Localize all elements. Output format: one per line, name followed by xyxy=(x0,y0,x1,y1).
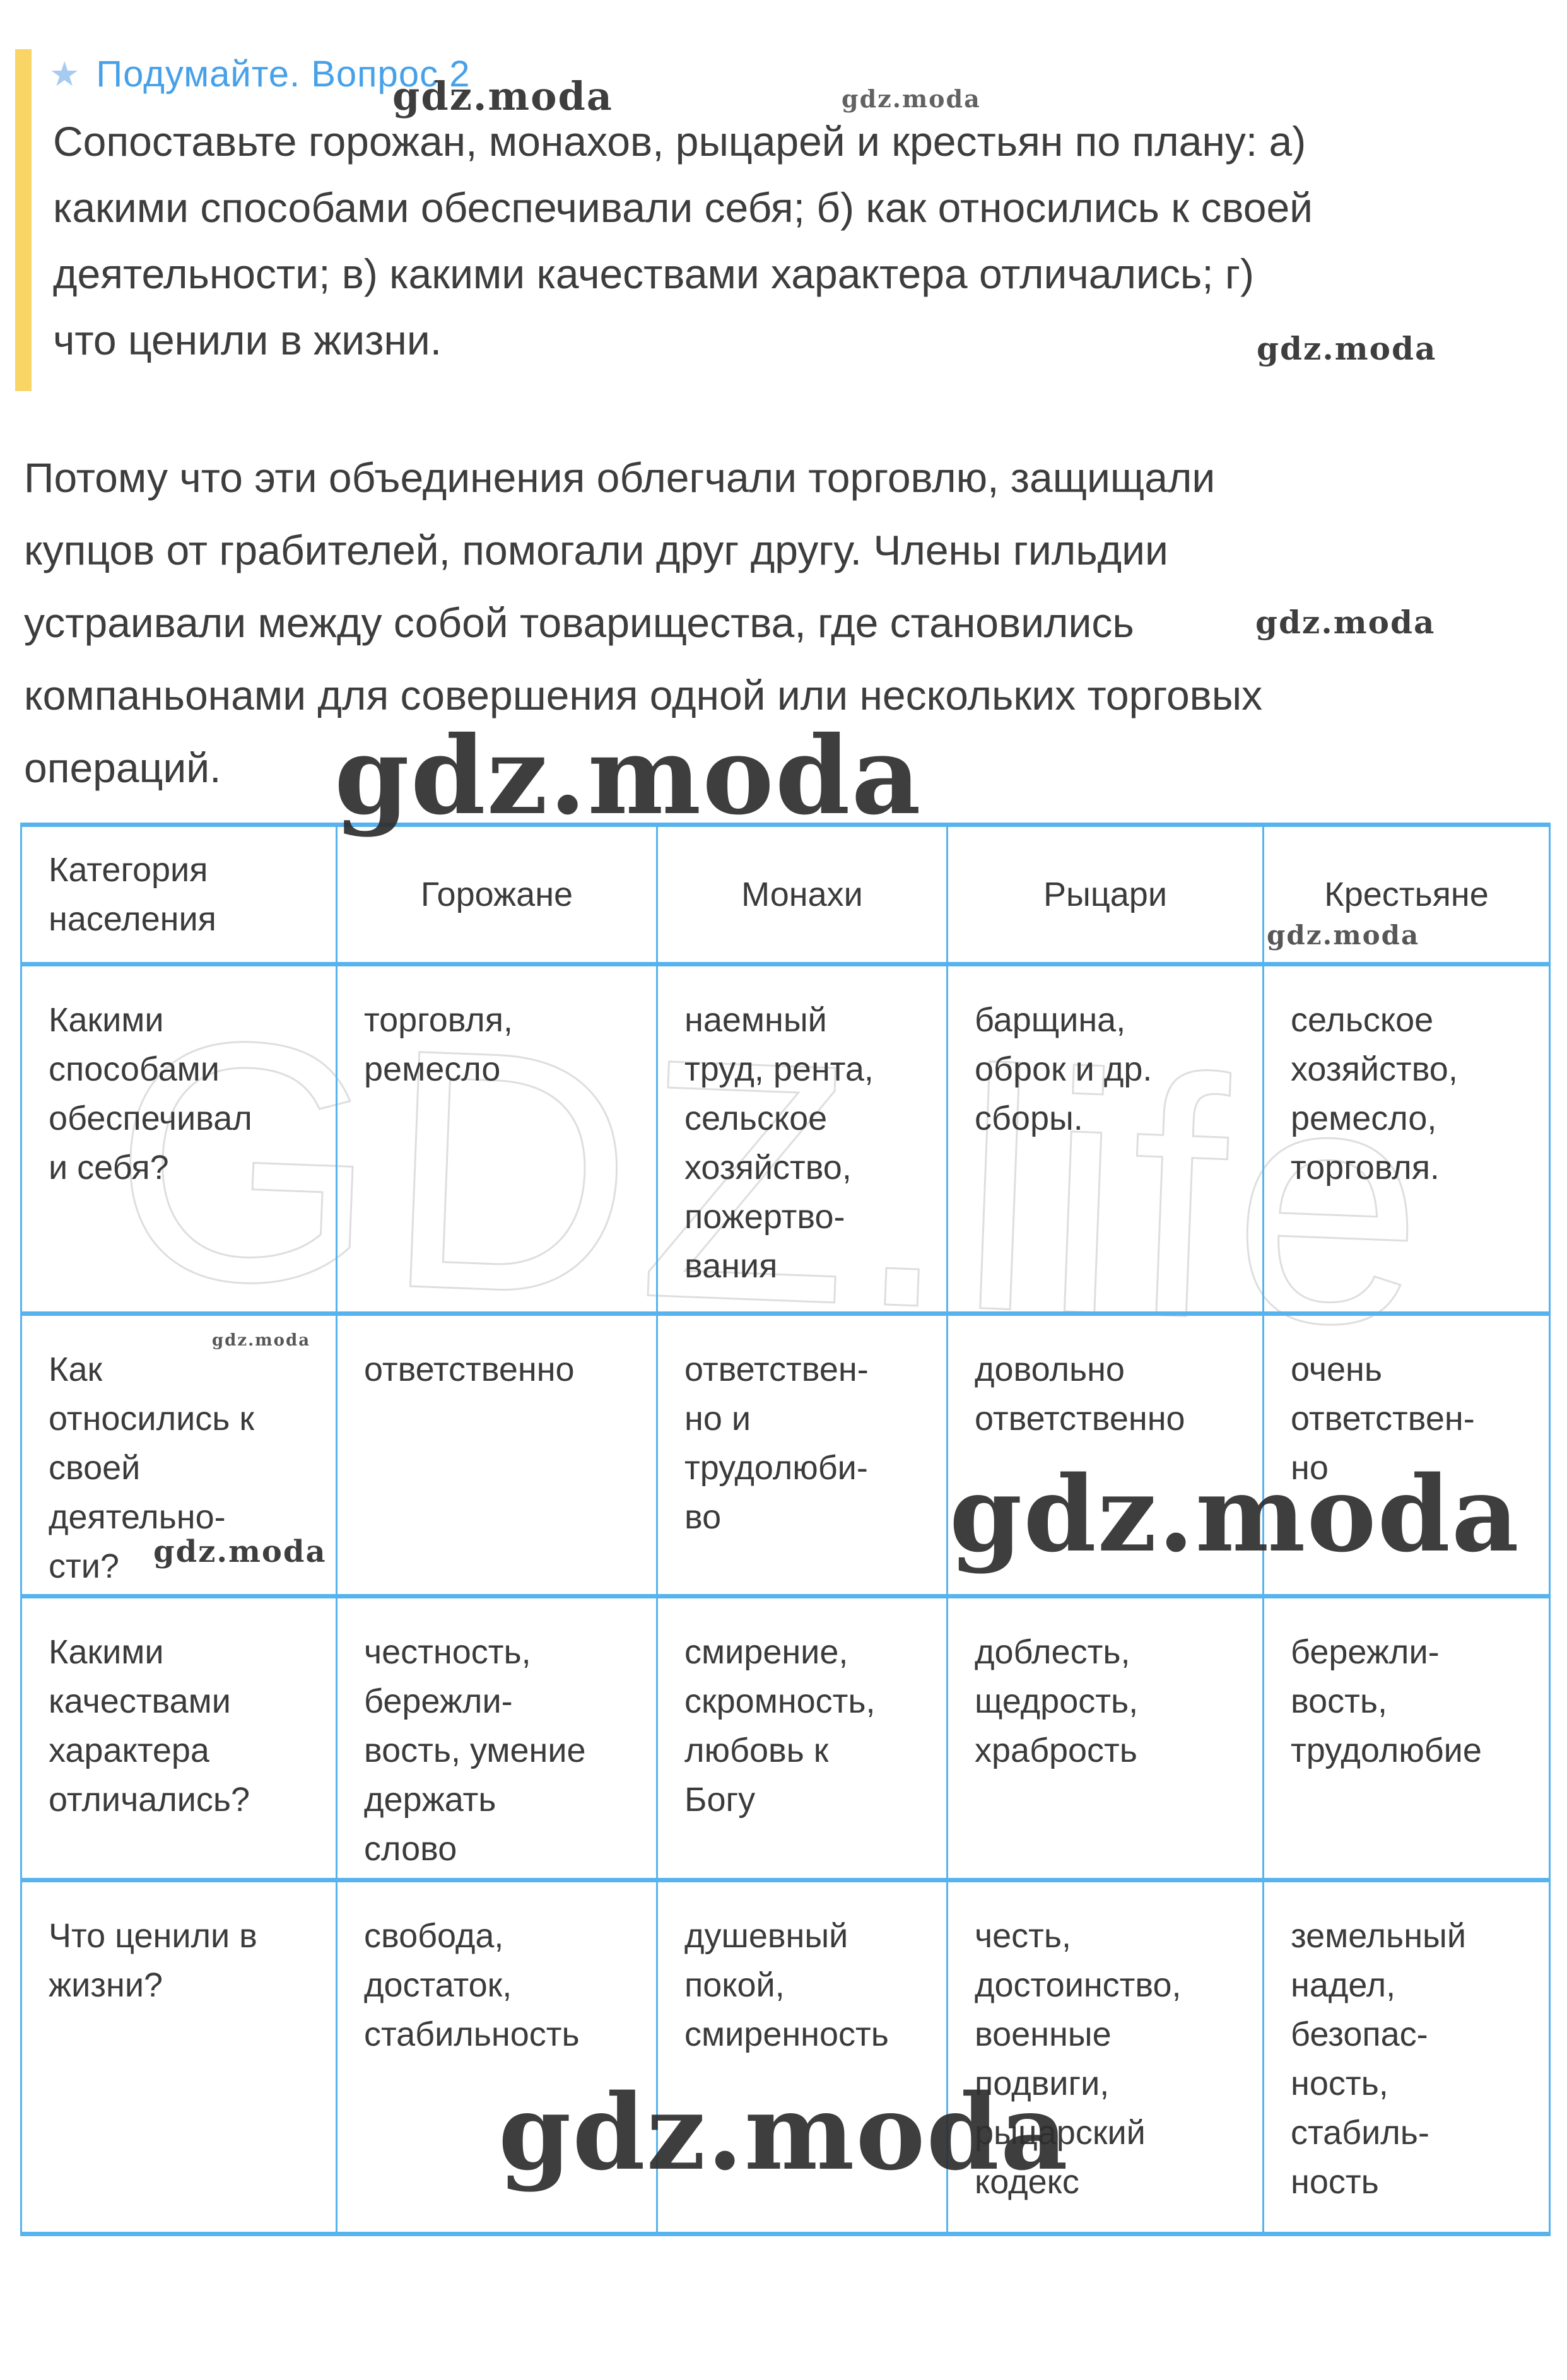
table-cell: доблесть, щедрость, храбрость xyxy=(948,1598,1264,1882)
table-cell: душевный покой, смиренность xyxy=(658,1882,948,2236)
table-cell: земельный надел, безопас- ность, стабиль… xyxy=(1264,1882,1549,2236)
table-header-townsfolk: Горожане xyxy=(337,827,658,966)
table-cell: смирение, скромность, любовь к Богу xyxy=(658,1598,948,1882)
question-text: Сопоставьте горожан, монахов, рыцарей и … xyxy=(53,118,1313,363)
watermark-gdz-moda: gdz.moda xyxy=(392,73,613,119)
watermark-gdz-moda: gdz.moda xyxy=(1267,920,1420,951)
table-cell: торговля, ремесло xyxy=(337,966,658,1316)
watermark-gdz-moda: gdz.moda xyxy=(949,1453,1520,1575)
table-header-knights: Рыцари xyxy=(948,827,1264,966)
table-cell: сельское хозяйство, ремесло, торговля. xyxy=(1264,966,1549,1316)
table-header-peasants: Крестьяне xyxy=(1264,827,1549,966)
table-cell: ответственно xyxy=(337,1316,658,1598)
watermark-gdz-moda: gdz.moda xyxy=(334,713,922,839)
section-header: ★ Подумайте. Вопрос 2 xyxy=(49,53,470,95)
table-cell: очень ответствен- но xyxy=(1264,1316,1549,1598)
table-cell: барщина, оброк и др. сборы. xyxy=(948,966,1264,1316)
table-cell: бережли- вость, трудолюбие xyxy=(1264,1598,1549,1882)
watermark-gdz-moda: gdz.moda xyxy=(212,1331,311,1350)
watermark-gdz-moda: gdz.moda xyxy=(498,2071,1069,2193)
star-icon: ★ xyxy=(49,55,80,93)
watermark-gdz-moda: gdz.moda xyxy=(153,1534,327,1569)
watermark-gdz-moda: gdz.moda xyxy=(842,85,981,113)
table-header-category: Категория населения xyxy=(22,827,337,966)
table-cell: Какими способами обеспечивал и себя? xyxy=(22,966,337,1316)
table-cell: наемный труд, рента, сельское хозяйство,… xyxy=(658,966,948,1316)
answer-text: Потому что эти объединения облегчали тор… xyxy=(24,454,1263,791)
table-cell: Как относились к своей деятельно- сти? xyxy=(22,1316,337,1598)
watermark-gdz-moda: gdz.moda xyxy=(1257,330,1437,367)
table-cell: честь, достоинство, военные подвиги, рыц… xyxy=(948,1882,1264,2236)
watermark-gdz-moda: gdz.moda xyxy=(1255,604,1436,641)
table-cell: Какими качествами характера отличались? xyxy=(22,1598,337,1882)
table-cell: ответствен- но и трудолюби- во xyxy=(658,1316,948,1598)
question-highlight-bar xyxy=(15,49,32,391)
section-title[interactable]: Подумайте. Вопрос 2 xyxy=(96,54,471,95)
comparison-table: Категория населения Горожане Монахи Рыца… xyxy=(20,823,1551,2236)
table-header-monks: Монахи xyxy=(658,827,948,966)
table-cell: честность, бережли- вость, умение держат… xyxy=(337,1598,658,1882)
table-cell: довольно ответственно xyxy=(948,1316,1264,1598)
table-cell: Что ценили в жизни? xyxy=(22,1882,337,2236)
table-cell: свобода, достаток, стабильность xyxy=(337,1882,658,2236)
